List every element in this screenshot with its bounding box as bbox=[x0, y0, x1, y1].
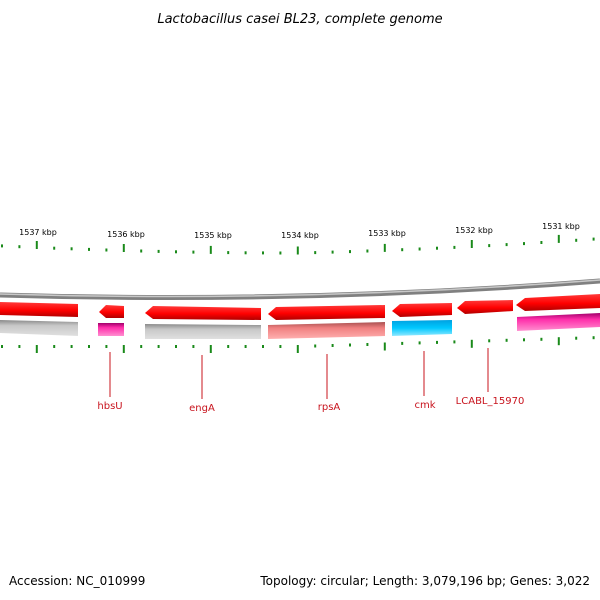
accession-text: Accession: NC_010999 bbox=[9, 574, 146, 588]
feature-bar[interactable] bbox=[145, 324, 261, 339]
reverse-strand-features bbox=[0, 313, 600, 339]
kbp-label: 1535 kbp bbox=[194, 231, 232, 240]
kbp-label: 1536 kbp bbox=[107, 230, 145, 239]
gene-label-engA[interactable]: engA bbox=[189, 403, 215, 414]
gene-arrow[interactable] bbox=[392, 303, 452, 317]
genome-backbone-arc bbox=[0, 278, 600, 301]
gene-arrow[interactable] bbox=[145, 306, 261, 320]
gene-arrow[interactable] bbox=[268, 305, 385, 320]
kbp-label: 1533 kbp bbox=[368, 229, 406, 238]
kbp-scale: 1537 kbp 1536 kbp 1535 kbp 1534 kbp 1533… bbox=[19, 222, 580, 240]
upper-tick-marks bbox=[1, 234, 595, 255]
feature-bar[interactable] bbox=[268, 322, 385, 339]
gene-label-LCABL_15970[interactable]: LCABL_15970 bbox=[456, 396, 525, 407]
lower-tick-marks bbox=[1, 336, 595, 353]
genome-title: Lactobacillus casei BL23, complete genom… bbox=[157, 12, 442, 27]
feature-bar[interactable] bbox=[0, 320, 78, 336]
genome-backbone-highlight bbox=[0, 279, 600, 298]
kbp-label: 1532 kbp bbox=[455, 226, 493, 235]
feature-bar[interactable] bbox=[392, 320, 452, 336]
kbp-label: 1537 kbp bbox=[19, 228, 57, 237]
gene-labels: hbsU engA rpsA cmk LCABL_15970 bbox=[97, 396, 524, 414]
feature-bar[interactable] bbox=[517, 313, 600, 331]
gene-label-hbsU[interactable]: hbsU bbox=[97, 401, 122, 412]
gene-arrow[interactable] bbox=[457, 300, 513, 314]
topology-summary-text: Topology: circular; Length: 3,079,196 bp… bbox=[260, 574, 590, 588]
gene-label-cmk[interactable]: cmk bbox=[414, 400, 435, 411]
gene-label-rpsA[interactable]: rpsA bbox=[318, 402, 341, 413]
gene-arrow[interactable] bbox=[99, 305, 124, 318]
gene-arrow[interactable] bbox=[0, 302, 78, 317]
feature-bar[interactable] bbox=[98, 323, 124, 336]
gene-label-leaders bbox=[109, 348, 489, 399]
gene-arrow[interactable] bbox=[516, 294, 600, 311]
kbp-label: 1534 kbp bbox=[281, 231, 319, 240]
forward-strand-genes bbox=[0, 294, 600, 320]
kbp-label: 1531 kbp bbox=[542, 222, 580, 231]
